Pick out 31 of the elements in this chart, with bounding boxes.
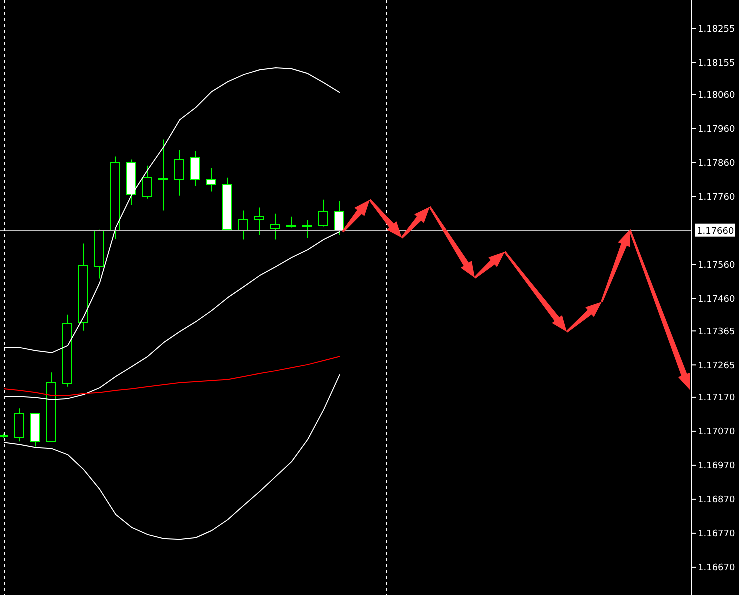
ref-line-label: 1.17660 xyxy=(697,226,734,237)
line-series xyxy=(4,68,340,354)
candlestick xyxy=(286,216,296,228)
candlestick xyxy=(142,165,152,200)
line-series xyxy=(4,356,340,396)
y-tick-label: 1.18060 xyxy=(698,91,736,102)
y-tick-label: 1.17365 xyxy=(698,327,736,338)
y-tick-label: 1.16870 xyxy=(698,496,736,506)
line-series xyxy=(4,374,340,540)
y-tick-label: 1.16670 xyxy=(698,564,736,574)
candlestick xyxy=(302,219,312,238)
candlestick xyxy=(190,150,200,186)
y-tick-label: 1.17170 xyxy=(698,394,736,404)
y-tick-label: 1.17265 xyxy=(698,361,736,372)
y-tick-label: 1.17960 xyxy=(698,125,736,136)
y-tick-label: 1.18255 xyxy=(698,24,736,35)
candlestick xyxy=(158,139,168,212)
y-tick-label: 1.18155 xyxy=(698,58,736,69)
candlestick xyxy=(318,199,328,228)
y-tick-label: 1.17070 xyxy=(698,428,736,438)
candlestick xyxy=(270,213,280,240)
candlestick xyxy=(238,210,248,240)
y-tick-label: 1.16970 xyxy=(698,462,736,472)
y-tick-label: 1.17560 xyxy=(698,261,736,272)
candlestick xyxy=(254,207,264,236)
candlestick xyxy=(206,167,216,192)
y-tick-label: 1.16770 xyxy=(698,530,736,540)
y-tick-label: 1.17760 xyxy=(698,193,736,204)
candlestick xyxy=(174,149,184,196)
y-tick-label: 1.17860 xyxy=(698,159,736,170)
y-tick-label: 1.17460 xyxy=(698,295,736,306)
